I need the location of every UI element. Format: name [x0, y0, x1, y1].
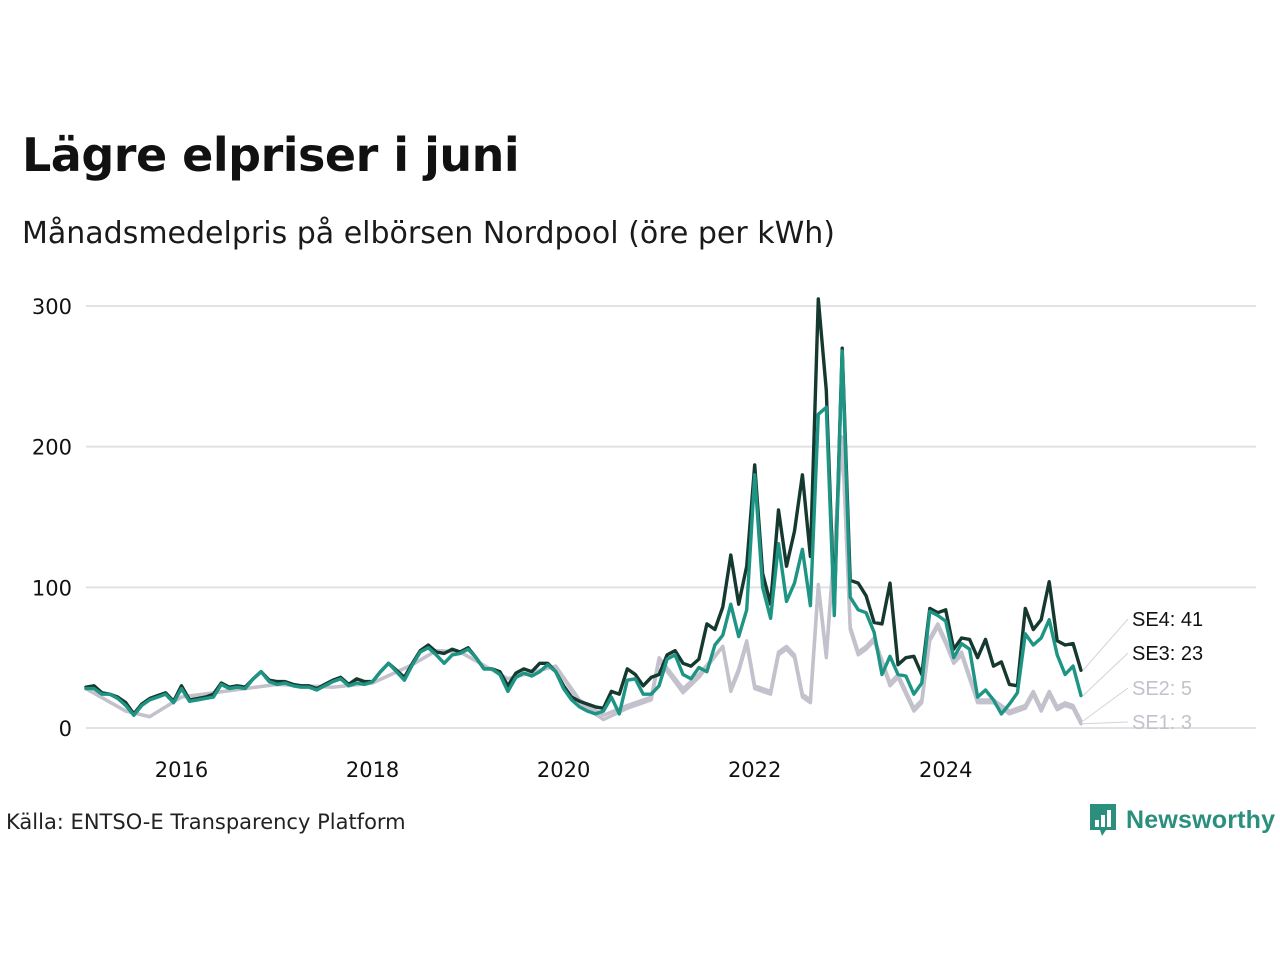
- grid-lines: [86, 304, 1256, 729]
- x-tick-label: 2022: [728, 758, 781, 782]
- brand-name: Newsworthy: [1126, 805, 1276, 834]
- brand-logo[interactable]: Newsworthy: [1088, 800, 1275, 840]
- label-leader-se1: [1083, 721, 1129, 725]
- series-line-se3: [84, 349, 1083, 717]
- y-tick-label: 300: [32, 295, 72, 319]
- y-tick-label: 0: [59, 717, 72, 741]
- end-label-se4: SE4: 41: [1132, 609, 1203, 631]
- y-tick-label: 100: [32, 576, 72, 600]
- series-line-se2: [84, 435, 1083, 723]
- y-axis-ticks: 0 100 200 300: [32, 295, 72, 741]
- series-lines: [84, 297, 1083, 726]
- x-tick-label: 2020: [537, 758, 590, 782]
- end-label-se2: SE2: 5: [1132, 678, 1192, 700]
- source-note: Källa: ENTSO-E Transparency Platform: [6, 810, 406, 834]
- x-tick-label: 2024: [919, 758, 972, 782]
- x-tick-label: 2018: [346, 758, 399, 782]
- label-leader-se4: [1082, 618, 1129, 671]
- end-label-se1: SE1: 3: [1132, 712, 1192, 734]
- y-tick-label: 200: [32, 436, 72, 460]
- series-end-labels: SE1: 3 SE2: 5 SE4: 41 SE3: 23: [1082, 609, 1203, 734]
- label-leader-se2: [1082, 687, 1129, 722]
- series-line-se4: [84, 297, 1083, 716]
- series-line-se1: [84, 437, 1083, 726]
- chart-subtitle: Månadsmedelpris på elbörsen Nordpool (ör…: [22, 216, 835, 251]
- chart-title: Lägre elpriser i juni: [22, 128, 520, 182]
- end-label-se3: SE3: 23: [1132, 643, 1203, 665]
- x-tick-label: 2016: [155, 758, 208, 782]
- bar-chart-speech-bubble-icon: [1090, 804, 1116, 836]
- x-axis-ticks: 2016 2018 2020 2022 2024: [155, 758, 973, 782]
- label-leader-se3: [1082, 652, 1129, 697]
